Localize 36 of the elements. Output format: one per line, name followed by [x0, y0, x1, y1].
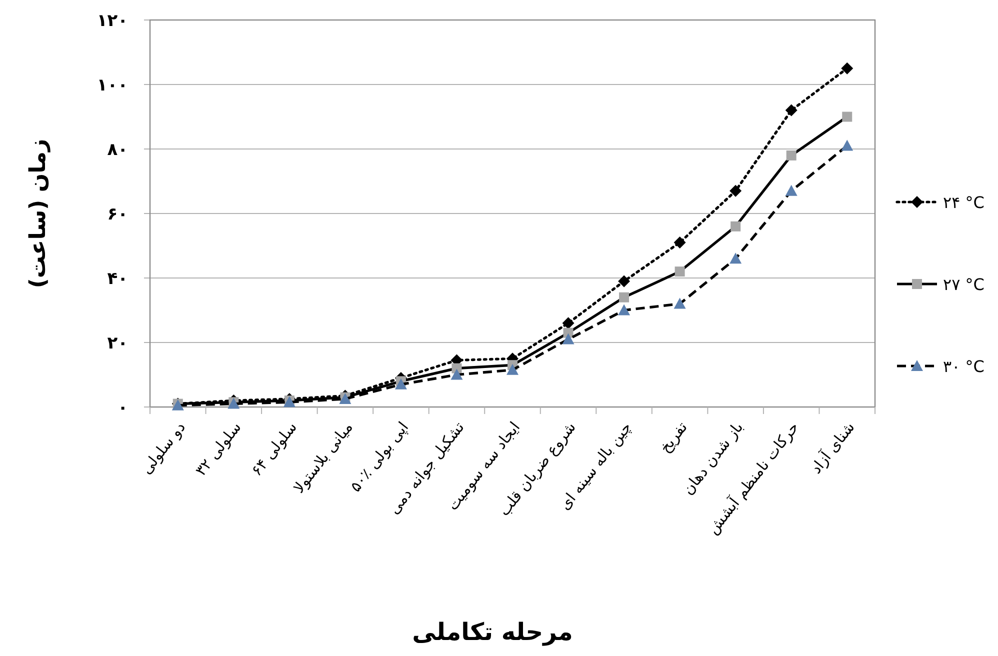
point	[841, 62, 854, 74]
legend-label: ۲۷ °C	[943, 275, 984, 294]
point	[730, 252, 742, 264]
x-axis-title: مرحله تکاملی	[412, 618, 573, 646]
legend-label: ۳۰ °C	[943, 357, 984, 376]
point	[674, 266, 685, 277]
y-tick-label: ۰	[118, 398, 128, 418]
y-tick-label: ۱۰۰	[96, 76, 128, 96]
point	[674, 236, 686, 249]
x-tick-label: دو سلولی	[137, 418, 190, 478]
y-tick-label: ۴۰	[107, 269, 128, 289]
point	[562, 317, 574, 330]
x-tick-label: ۳۲ سلولی	[192, 418, 245, 480]
y-tick-label: ۸۰	[107, 140, 128, 160]
point	[786, 150, 796, 160]
y-axis-title: زمان (ساعت)	[26, 138, 51, 288]
legend-label: ۲۴ °C	[943, 193, 984, 212]
x-tick-label: شنای آزاد	[806, 418, 858, 478]
point	[562, 333, 574, 344]
point	[618, 275, 630, 288]
y-tick-label: ۲۰	[107, 334, 128, 354]
point	[674, 298, 686, 309]
point	[785, 104, 798, 116]
point	[450, 368, 463, 380]
y-tick-label: ۶۰	[107, 204, 128, 224]
point	[394, 378, 407, 390]
point	[506, 364, 518, 375]
point	[730, 221, 741, 232]
point	[730, 184, 742, 197]
point	[841, 140, 854, 151]
point	[618, 304, 630, 316]
x-tick-label: تفریخ	[656, 418, 691, 456]
point	[842, 112, 852, 122]
point	[785, 184, 798, 196]
point	[619, 292, 630, 302]
y-tick-label: ۱۲۰	[96, 11, 128, 31]
